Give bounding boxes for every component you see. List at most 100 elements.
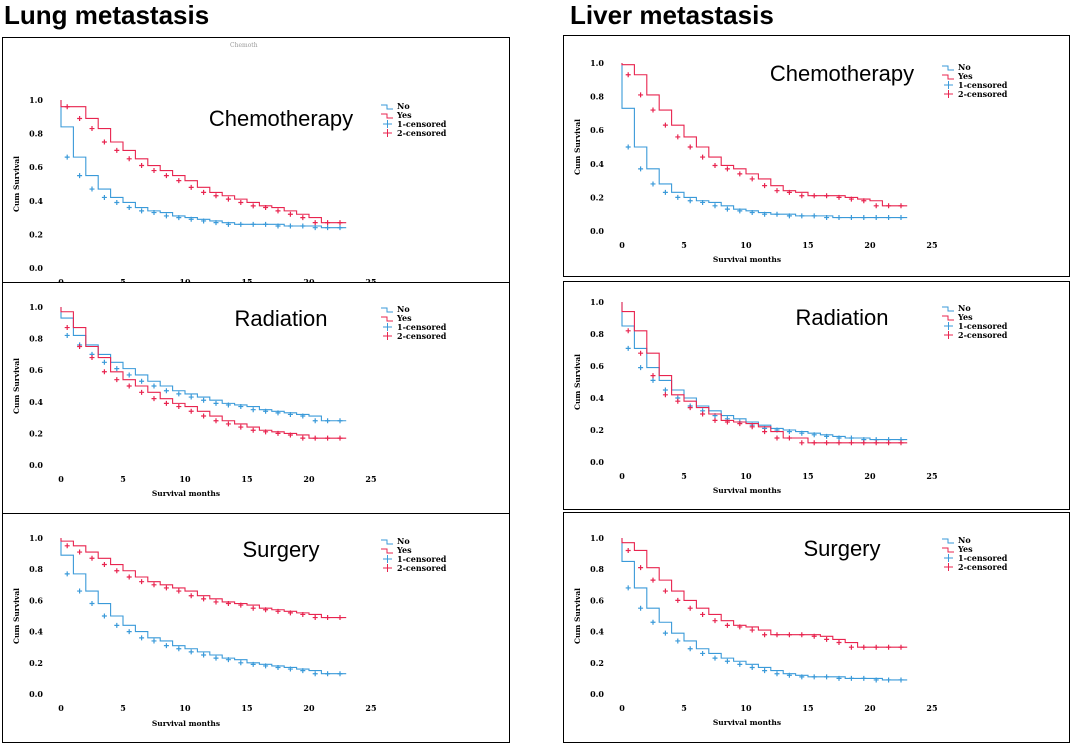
censor-mark <box>799 193 805 199</box>
censor-mark <box>337 418 343 424</box>
censor-mark <box>163 213 169 219</box>
censor-mark <box>325 435 331 441</box>
censor-mark <box>774 632 780 638</box>
censor-mark <box>89 601 95 607</box>
censor-mark <box>213 193 219 199</box>
censor-mark <box>263 607 269 613</box>
y-tick-label: 0.4 <box>29 196 43 206</box>
legend-swatch <box>944 90 953 98</box>
censor-mark <box>675 134 681 140</box>
censor-mark <box>638 365 644 371</box>
x-tick-label: 25 <box>365 703 376 713</box>
censor-mark <box>89 186 95 192</box>
series-no-line <box>621 302 908 441</box>
legend-swatch <box>942 74 954 80</box>
y-axis-label: Cum Survival <box>12 156 21 212</box>
legend-swatch <box>381 307 393 313</box>
censor-mark <box>799 674 805 680</box>
y-tick-label: 1.0 <box>29 533 43 543</box>
y-tick-label: 0.2 <box>29 428 43 438</box>
x-tick-label: 25 <box>926 703 937 713</box>
censor-mark <box>77 549 83 555</box>
legend-swatch <box>381 113 393 119</box>
censor-mark <box>225 221 231 227</box>
y-tick-label: 0.6 <box>29 595 43 605</box>
censor-mark <box>625 144 631 150</box>
x-tick-label: 0 <box>619 471 625 481</box>
censor-mark <box>811 440 817 446</box>
censor-mark <box>151 383 157 389</box>
censor-mark <box>886 677 892 683</box>
censor-mark <box>774 211 780 217</box>
censor-mark <box>675 638 681 644</box>
censor-mark <box>712 655 718 661</box>
censor-mark <box>675 194 681 200</box>
censor-mark <box>824 674 830 680</box>
series-no-line <box>621 538 908 681</box>
chart-title: Surgery <box>803 536 880 561</box>
censor-mark <box>225 657 231 663</box>
x-tick-label: 0 <box>619 703 625 713</box>
censor-mark <box>700 411 706 417</box>
censor-mark <box>337 435 343 441</box>
y-tick-label: 0.2 <box>590 658 604 668</box>
censor-mark <box>312 435 318 441</box>
chart-title: Radiation <box>235 306 328 331</box>
censor-mark <box>139 389 145 395</box>
censor-mark <box>250 605 256 611</box>
y-tick-label: 0.6 <box>590 595 604 605</box>
censor-mark <box>811 213 817 219</box>
heading-liver-metastasis: Liver metastasis <box>570 0 774 30</box>
censor-mark <box>101 613 107 619</box>
censor-mark <box>275 430 281 436</box>
censor-mark <box>163 585 169 591</box>
censor-mark <box>176 215 182 221</box>
censor-mark <box>163 643 169 649</box>
censor-mark <box>64 571 70 577</box>
censor-mark <box>275 410 281 416</box>
censor-mark <box>700 199 706 205</box>
y-tick-label: 0.8 <box>590 564 604 574</box>
censor-mark <box>638 565 644 571</box>
legend-swatch <box>381 316 393 322</box>
censor-mark <box>687 198 693 204</box>
legend-swatch <box>944 563 953 571</box>
censor-mark <box>101 194 107 200</box>
censor-mark <box>325 225 331 231</box>
x-tick-label: 10 <box>179 703 191 713</box>
censor-mark <box>126 383 132 389</box>
y-tick-label: 0.8 <box>29 129 43 139</box>
x-tick-label: 15 <box>802 240 813 250</box>
censor-mark <box>77 115 83 121</box>
censor-mark <box>638 92 644 98</box>
censor-mark <box>737 421 743 427</box>
legend-swatch <box>944 331 953 339</box>
x-tick-label: 10 <box>179 474 191 484</box>
y-tick-label: 0.0 <box>29 689 43 699</box>
censor-mark <box>238 424 244 430</box>
censor-mark <box>873 677 879 683</box>
censor-mark <box>737 624 743 630</box>
censor-mark <box>774 671 780 677</box>
censor-mark <box>799 440 805 446</box>
legend-swatch <box>383 564 392 572</box>
series-yes-line <box>621 63 908 207</box>
censor-mark <box>188 184 194 190</box>
panel-liver-chemotherapy: Chemotherapy 0.0 0.2 0.4 0.6 0.8 1.0 0 5 10 15 20 25… <box>563 35 1070 277</box>
censor-mark <box>225 601 231 607</box>
censor-mark <box>126 156 132 162</box>
censor-mark <box>89 555 95 561</box>
x-tick-label: 15 <box>241 277 252 282</box>
censor-mark <box>114 568 120 574</box>
censor-mark <box>300 668 306 674</box>
censor-mark <box>886 215 892 221</box>
chart-title: Chemotherapy <box>209 106 353 131</box>
x-tick-label: 10 <box>179 277 191 282</box>
censor-mark <box>662 122 668 128</box>
censor-mark <box>898 677 904 683</box>
legend-swatch <box>942 547 954 553</box>
censor-mark <box>64 543 70 549</box>
censor-mark <box>163 388 169 394</box>
panel-liver-radiation: Radiation 0.0 0.2 0.4 0.6 0.8 1.0 0 5 10 15 20 25 Sur… <box>563 281 1070 510</box>
censor-mark <box>650 577 656 583</box>
